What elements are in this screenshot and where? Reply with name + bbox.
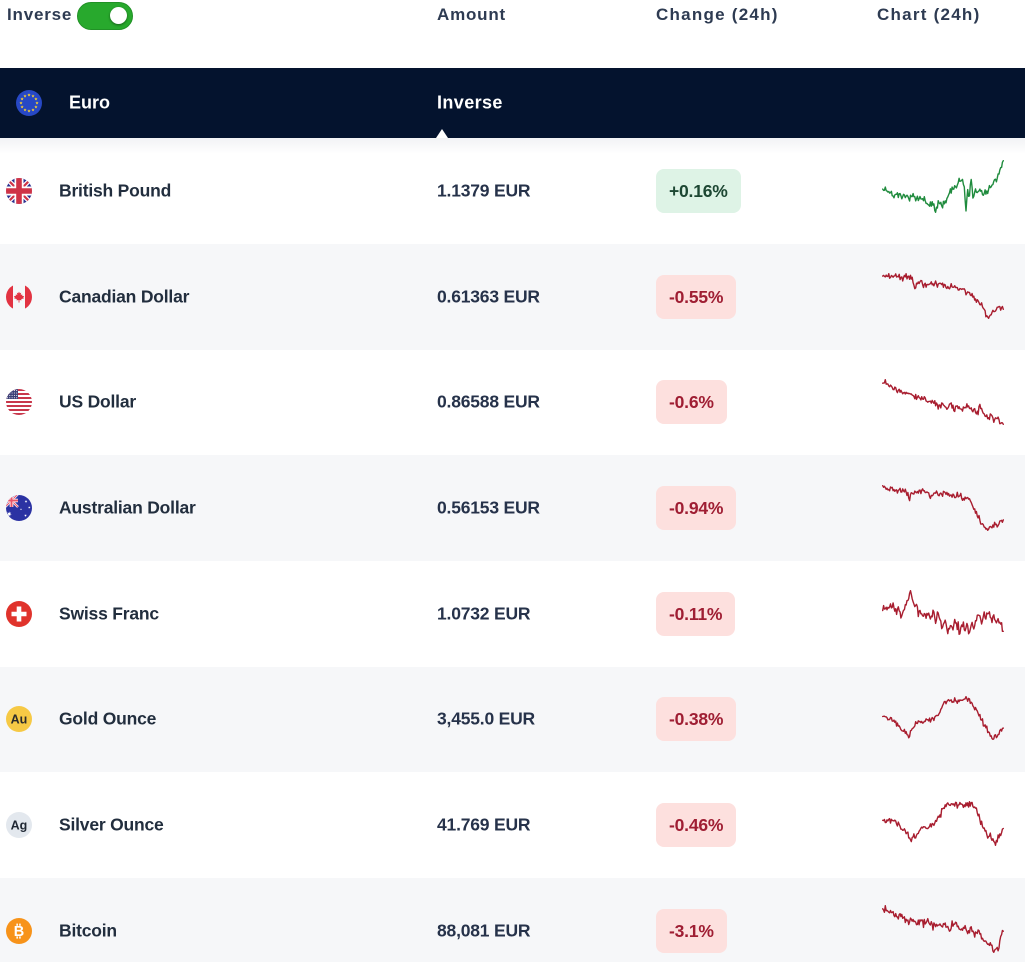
svg-text:Ag: Ag	[11, 819, 28, 833]
svg-text:Au: Au	[11, 713, 28, 727]
svg-text:B: B	[14, 924, 24, 940]
